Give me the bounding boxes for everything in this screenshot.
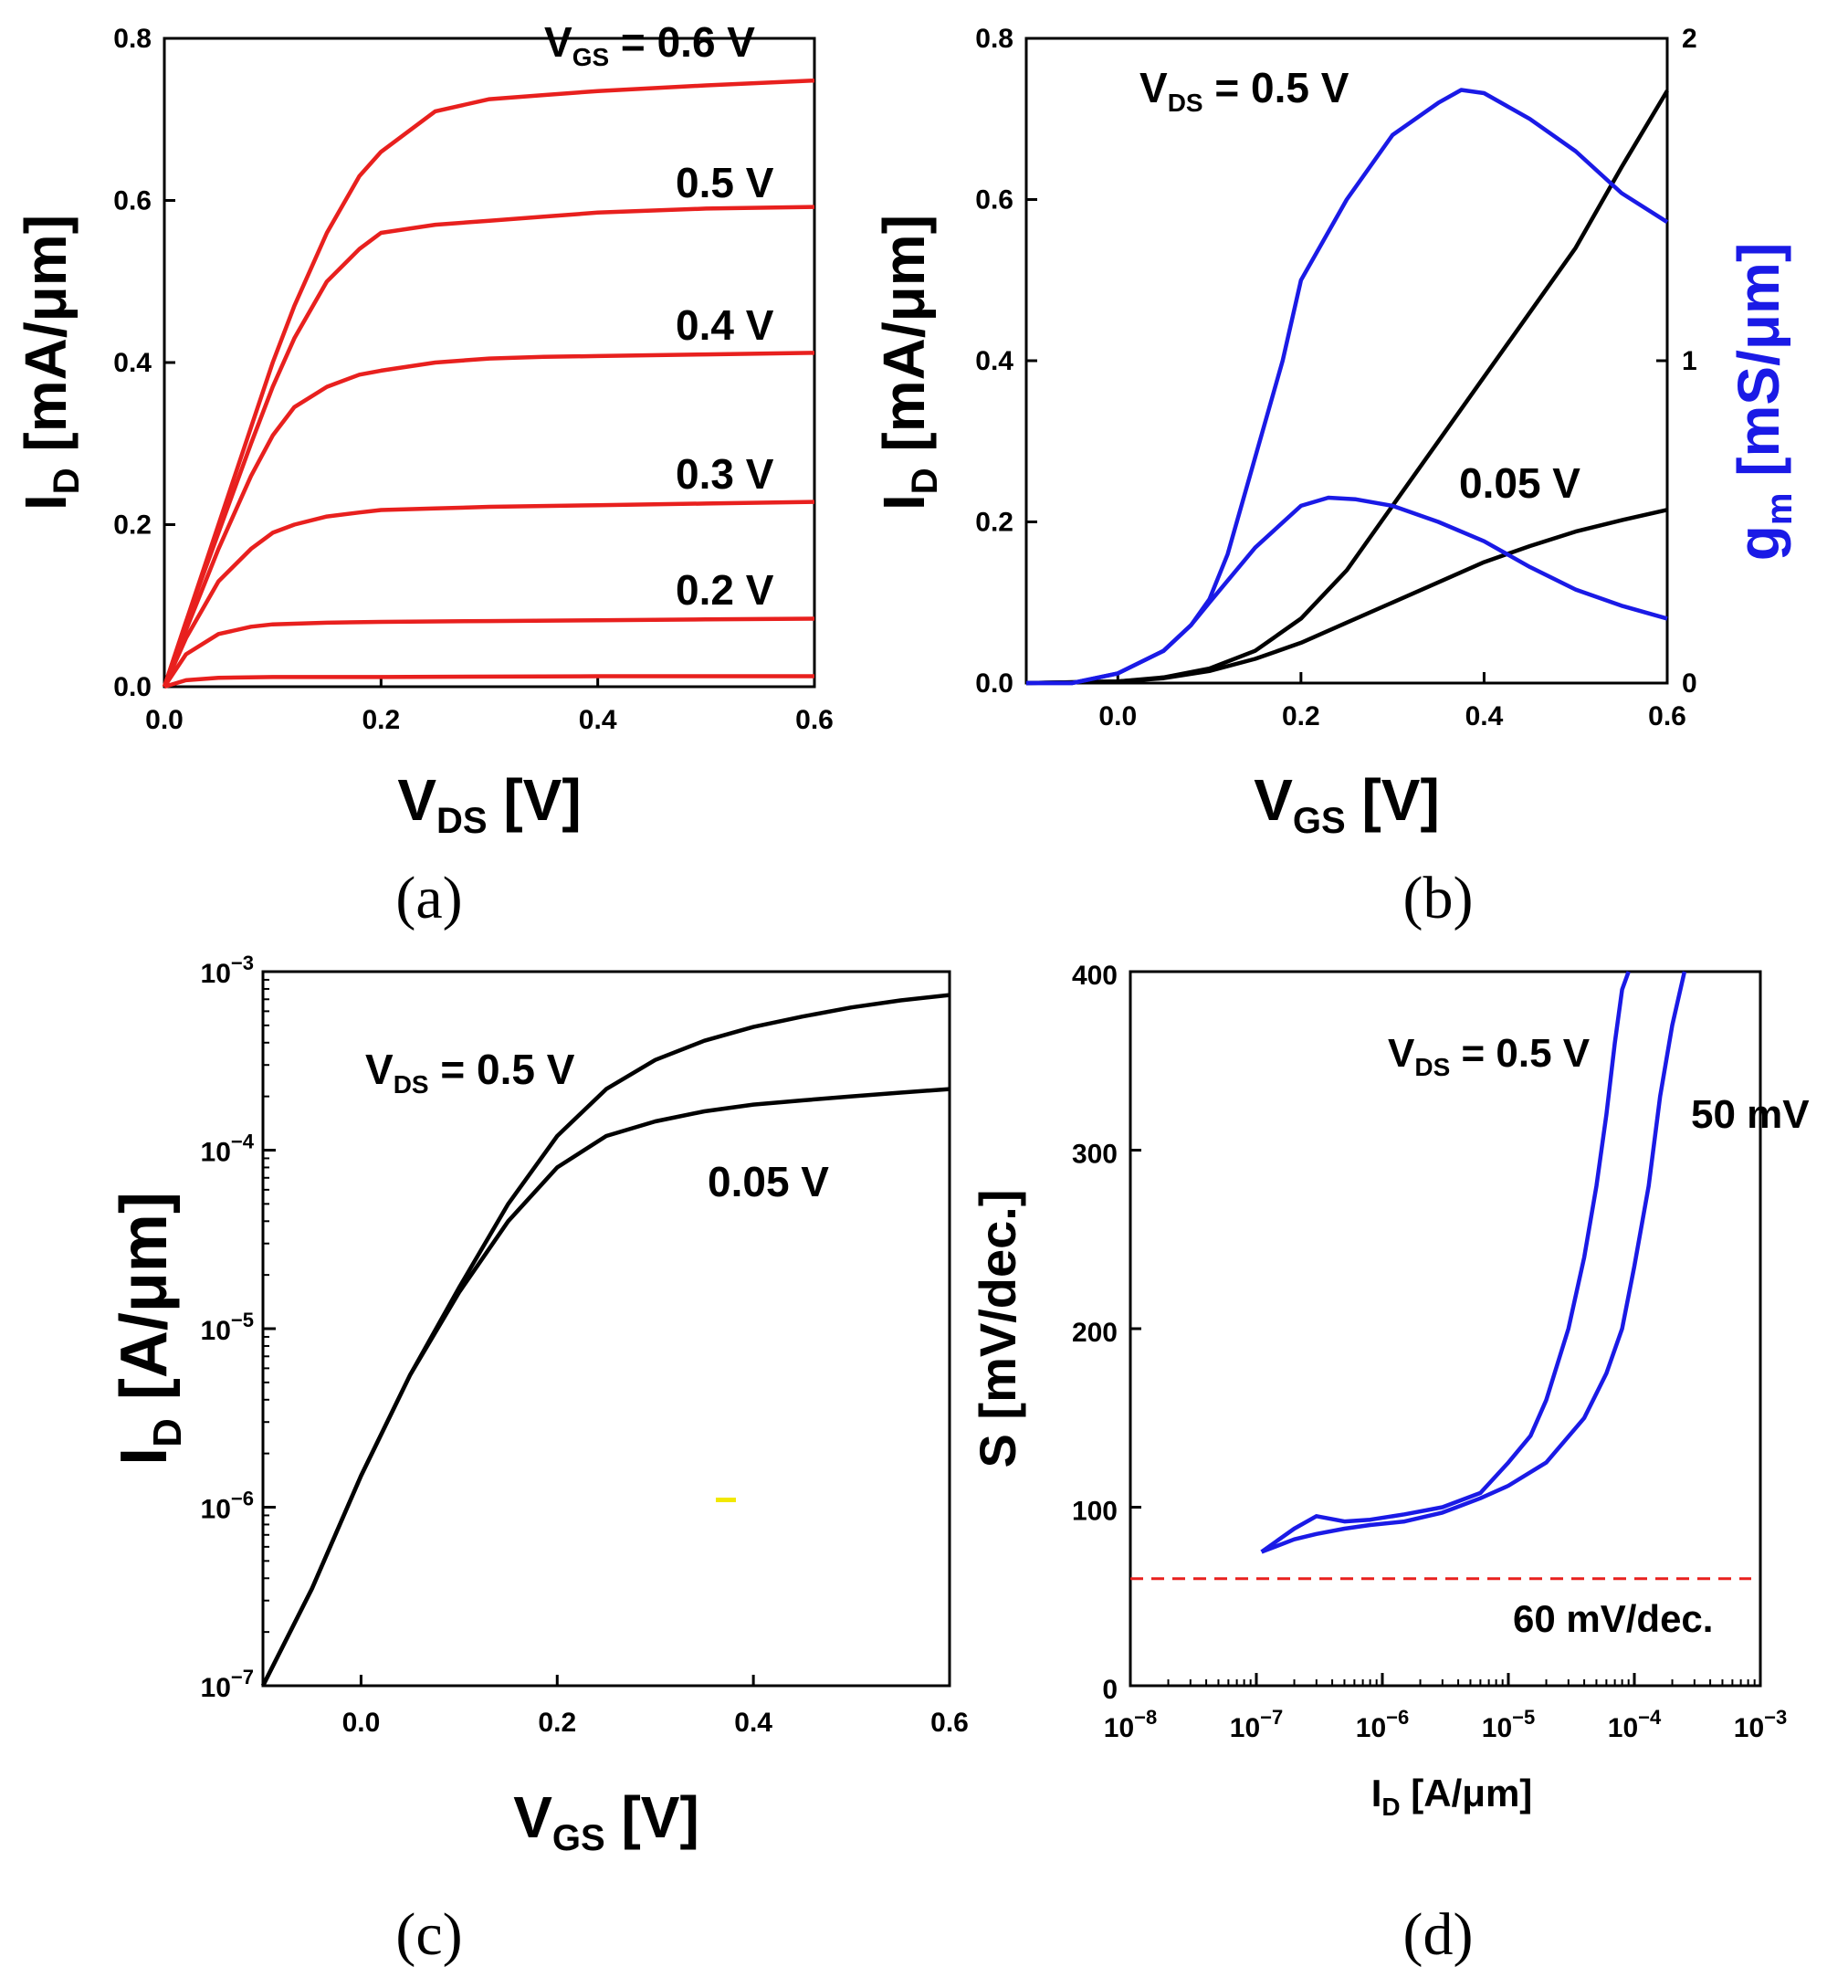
x-tick-label: 0.2	[362, 705, 400, 735]
x-axis-label-a: VDS [V]	[397, 767, 581, 841]
x-ticks-c: 0.0 0.2 0.4 0.6	[342, 1675, 969, 1738]
x-tick-label: 10−3	[1734, 1706, 1787, 1743]
y-tick-label: 0.4	[975, 346, 1013, 376]
annotation-vds-05-d: VDS = 0.5 V	[1388, 1031, 1591, 1081]
annotation-vds-005-b: 0.05 V	[1459, 459, 1580, 507]
curve-label-vgs-03: 0.3 V	[676, 450, 774, 498]
x-tick-label: 10−4	[1608, 1706, 1662, 1743]
x-tick-label: 0.4	[734, 1708, 772, 1738]
stray-yellow-mark	[716, 1498, 736, 1502]
y2-axis-label-b: gm [mS/μm]	[1726, 243, 1800, 562]
series-line	[1026, 88, 1669, 686]
series-line	[162, 351, 815, 688]
y-tick-label: 0.6	[975, 185, 1013, 216]
y-tick-label: 0.8	[975, 24, 1013, 54]
x-axis-label-c: VGS [V]	[513, 1784, 699, 1858]
x-tick-label: 0.6	[795, 705, 834, 735]
x-tick-label: 10−7	[1230, 1706, 1283, 1743]
x-tick-label: 0.6	[930, 1708, 969, 1738]
y2-tick-label: 1	[1682, 346, 1697, 376]
x-axis-label-d: ID [A/μm]	[1371, 1772, 1533, 1821]
y-tick-label: 0.2	[113, 510, 152, 541]
y-ticks-b: 0.0 0.2 0.4 0.6 0.8	[975, 24, 1037, 699]
y-tick-label: 0.0	[975, 668, 1013, 699]
series-a	[162, 78, 815, 689]
y-axis-label-c: ID [A/μm]	[108, 1192, 190, 1466]
annotation-vds-05-c: VDS = 0.5 V	[365, 1046, 575, 1099]
x-tick-label: 0.2	[538, 1708, 576, 1738]
y-tick-label: 300	[1072, 1140, 1118, 1170]
series-b	[1025, 88, 1669, 686]
y-tick-label: 0.0	[113, 672, 152, 702]
y-tick-label: 10−5	[201, 1309, 254, 1346]
curve-label-vgs-06: VGS = 0.6 V	[544, 18, 755, 71]
x-tick-label: 0.6	[1648, 701, 1686, 731]
y-ticks-a: 0.0 0.2 0.4 0.6 0.8	[113, 24, 175, 702]
y-axis-label-b: ID [mA/μm]	[871, 215, 945, 510]
x-tick-label: 0.4	[579, 705, 617, 735]
series-line	[162, 205, 815, 688]
x-ticks-b: 0.0 0.2 0.4 0.6	[1098, 672, 1686, 731]
y-tick-label: 10−7	[201, 1666, 254, 1703]
x-tick-label: 0.0	[1098, 701, 1137, 731]
annotation-60mv-dec: 60 mV/dec.	[1513, 1597, 1713, 1640]
y-tick-label: 0.8	[113, 24, 152, 54]
panel-label-a: (a)	[395, 865, 462, 931]
y-tick-label: 400	[1072, 961, 1118, 991]
curve-label-vgs-05: 0.5 V	[676, 159, 774, 206]
x-tick-label: 0.0	[145, 705, 184, 735]
annotation-vds-05-b: VDS = 0.5 V	[1139, 64, 1349, 117]
panel-label-b: (b)	[1403, 865, 1474, 931]
x-tick-label: 0.4	[1465, 701, 1504, 731]
series-line	[1025, 508, 1668, 686]
series-line	[260, 1087, 950, 1688]
panel-a: 0.0 0.2 0.4 0.6 0.8 0.0 0.2 0.4 0.6 VGS = 0.6 V…	[13, 18, 834, 931]
annotation-50mv-d: 50 mV	[1691, 1092, 1810, 1137]
series-line	[1260, 971, 1687, 1554]
x-tick-label: 0.2	[1282, 701, 1320, 731]
y-tick-label: 0	[1102, 1675, 1118, 1705]
curve-label-vgs-02: 0.2 V	[676, 566, 774, 614]
y-tick-label: 100	[1072, 1497, 1118, 1527]
panel-c: 10−7 10−6 10−5 10−4 10−3 0.0 0.2 0.4 0.6 VDS = …	[108, 952, 969, 1968]
panel-d: 0 100 200 300 400 10−8 10−7 10−6 10−5 10−4 10−3 V…	[969, 961, 1810, 1968]
series-line	[163, 674, 814, 689]
series-line	[162, 78, 815, 688]
y-tick-label: 200	[1072, 1318, 1118, 1348]
series-line	[163, 616, 815, 689]
series-line	[1260, 971, 1631, 1554]
annotation-vds-005-c: 0.05 V	[708, 1158, 829, 1205]
series-line	[1026, 495, 1668, 686]
y-tick-label: 0.2	[975, 508, 1013, 538]
x-tick-label: 0.0	[342, 1708, 381, 1738]
x-ticks-d: 10−8 10−7 10−6 10−5 10−4 10−3	[1104, 1673, 1787, 1743]
y-tick-label: 10−6	[201, 1488, 254, 1525]
x-tick-label: 10−5	[1482, 1706, 1535, 1743]
curve-label-vgs-04: 0.4 V	[676, 301, 774, 349]
y2-tick-label: 0	[1682, 668, 1697, 699]
y-tick-label: 10−3	[201, 952, 254, 989]
y-tick-label: 0.6	[113, 186, 152, 216]
y-ticks-d: 0 100 200 300 400	[1072, 961, 1141, 1705]
panel-label-d: (d)	[1403, 1901, 1474, 1968]
y-axis-label-d: S [mV/dec.]	[969, 1190, 1026, 1468]
x-ticks-a: 0.0 0.2 0.4 0.6	[145, 676, 834, 735]
panel-b: 0.0 0.2 0.4 0.6 0.8 0 1 2 0.0 0.2 0.4 0.6 VDS = 0…	[871, 24, 1800, 931]
y2-ticks-b: 0 1 2	[1656, 24, 1697, 699]
y2-tick-label: 2	[1682, 24, 1697, 54]
panel-label-c: (c)	[395, 1901, 462, 1968]
y-axis-label-a: ID [mA/μm]	[13, 215, 87, 510]
y-tick-label: 0.4	[113, 348, 152, 378]
x-tick-label: 10−8	[1104, 1706, 1157, 1743]
series-c	[260, 993, 950, 1688]
x-axis-label-b: VGS [V]	[1254, 767, 1440, 841]
series-line	[1025, 89, 1669, 686]
y-tick-label: 10−4	[201, 1131, 255, 1168]
x-tick-label: 10−6	[1356, 1706, 1409, 1743]
y-ticks-c: 10−7 10−6 10−5 10−4 10−3	[201, 952, 276, 1703]
series-d	[1260, 971, 1687, 1554]
series-line	[162, 500, 815, 688]
